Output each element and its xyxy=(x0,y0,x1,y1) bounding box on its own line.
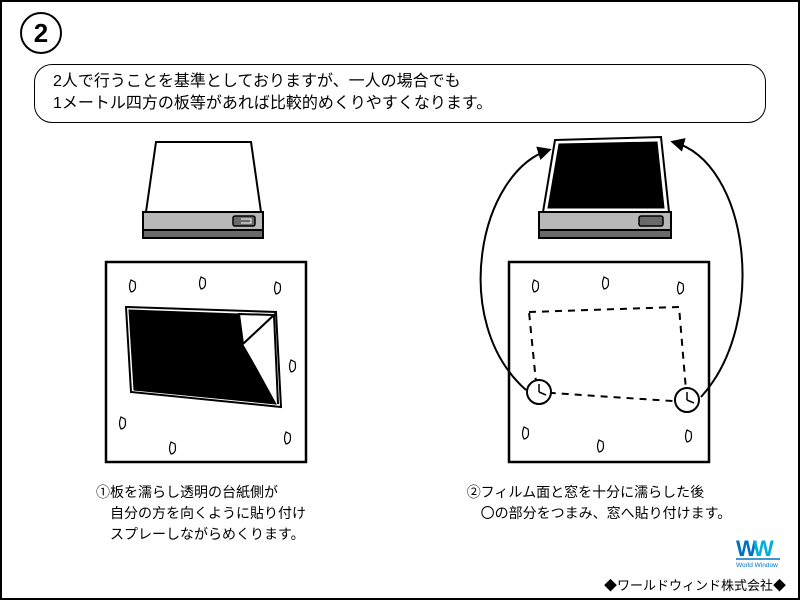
right-caption-l2: 〇の部分をつまみ、窓へ貼り付けます。 xyxy=(467,503,732,524)
left-caption-l1: ①板を濡らし透明の台紙側が xyxy=(96,482,306,503)
panel-right: ②フィルム面と窓を十分に濡らした後 〇の部分をつまみ、窓へ貼り付けます。 xyxy=(429,132,769,545)
left-illustration xyxy=(51,132,351,472)
tip-callout: 2人で行うことを基準としておりますが、一人の場合でも 1メートル四方の板等があれ… xyxy=(34,64,766,123)
footer: W W World Window ◆ワールドウィンド株式会社◆ xyxy=(604,536,786,594)
instruction-panels: ①板を濡らし透明の台紙側が 自分の方を向くように貼り付け スプレーしながらめくり… xyxy=(2,132,798,545)
car-window-filmed-icon xyxy=(539,137,671,238)
car-window-icon xyxy=(143,142,263,238)
brand-logo-icon: W W World Window xyxy=(736,536,786,573)
left-caption-l2: 自分の方を向くように貼り付け xyxy=(96,503,306,524)
footer-company-text: ◆ワールドウィンド株式会社◆ xyxy=(604,575,786,594)
svg-text:World Window: World Window xyxy=(736,562,778,568)
left-caption: ①板を濡らし透明の台紙側が 自分の方を向くように貼り付け スプレーしながらめくり… xyxy=(96,482,306,545)
right-illustration xyxy=(429,132,769,472)
board-with-film-icon xyxy=(106,262,306,462)
left-caption-l3: スプレーしながらめくります。 xyxy=(96,524,306,545)
right-caption: ②フィルム面と窓を十分に濡らした後 〇の部分をつまみ、窓へ貼り付けます。 xyxy=(467,482,732,524)
panel-left: ①板を濡らし透明の台紙側が 自分の方を向くように貼り付け スプレーしながらめくり… xyxy=(31,132,371,545)
tip-line-1: 2人で行うことを基準としておりますが、一人の場合でも xyxy=(53,71,747,93)
svg-text:W: W xyxy=(753,536,774,561)
right-caption-l1: ②フィルム面と窓を十分に濡らした後 xyxy=(467,482,732,503)
board-removed-icon xyxy=(509,262,709,462)
step-number-badge: 2 xyxy=(20,12,62,54)
tip-line-2: 1メートル四方の板等があれば比較的めくりやすくなります。 xyxy=(53,93,747,115)
step-number-text: 2 xyxy=(34,18,48,49)
